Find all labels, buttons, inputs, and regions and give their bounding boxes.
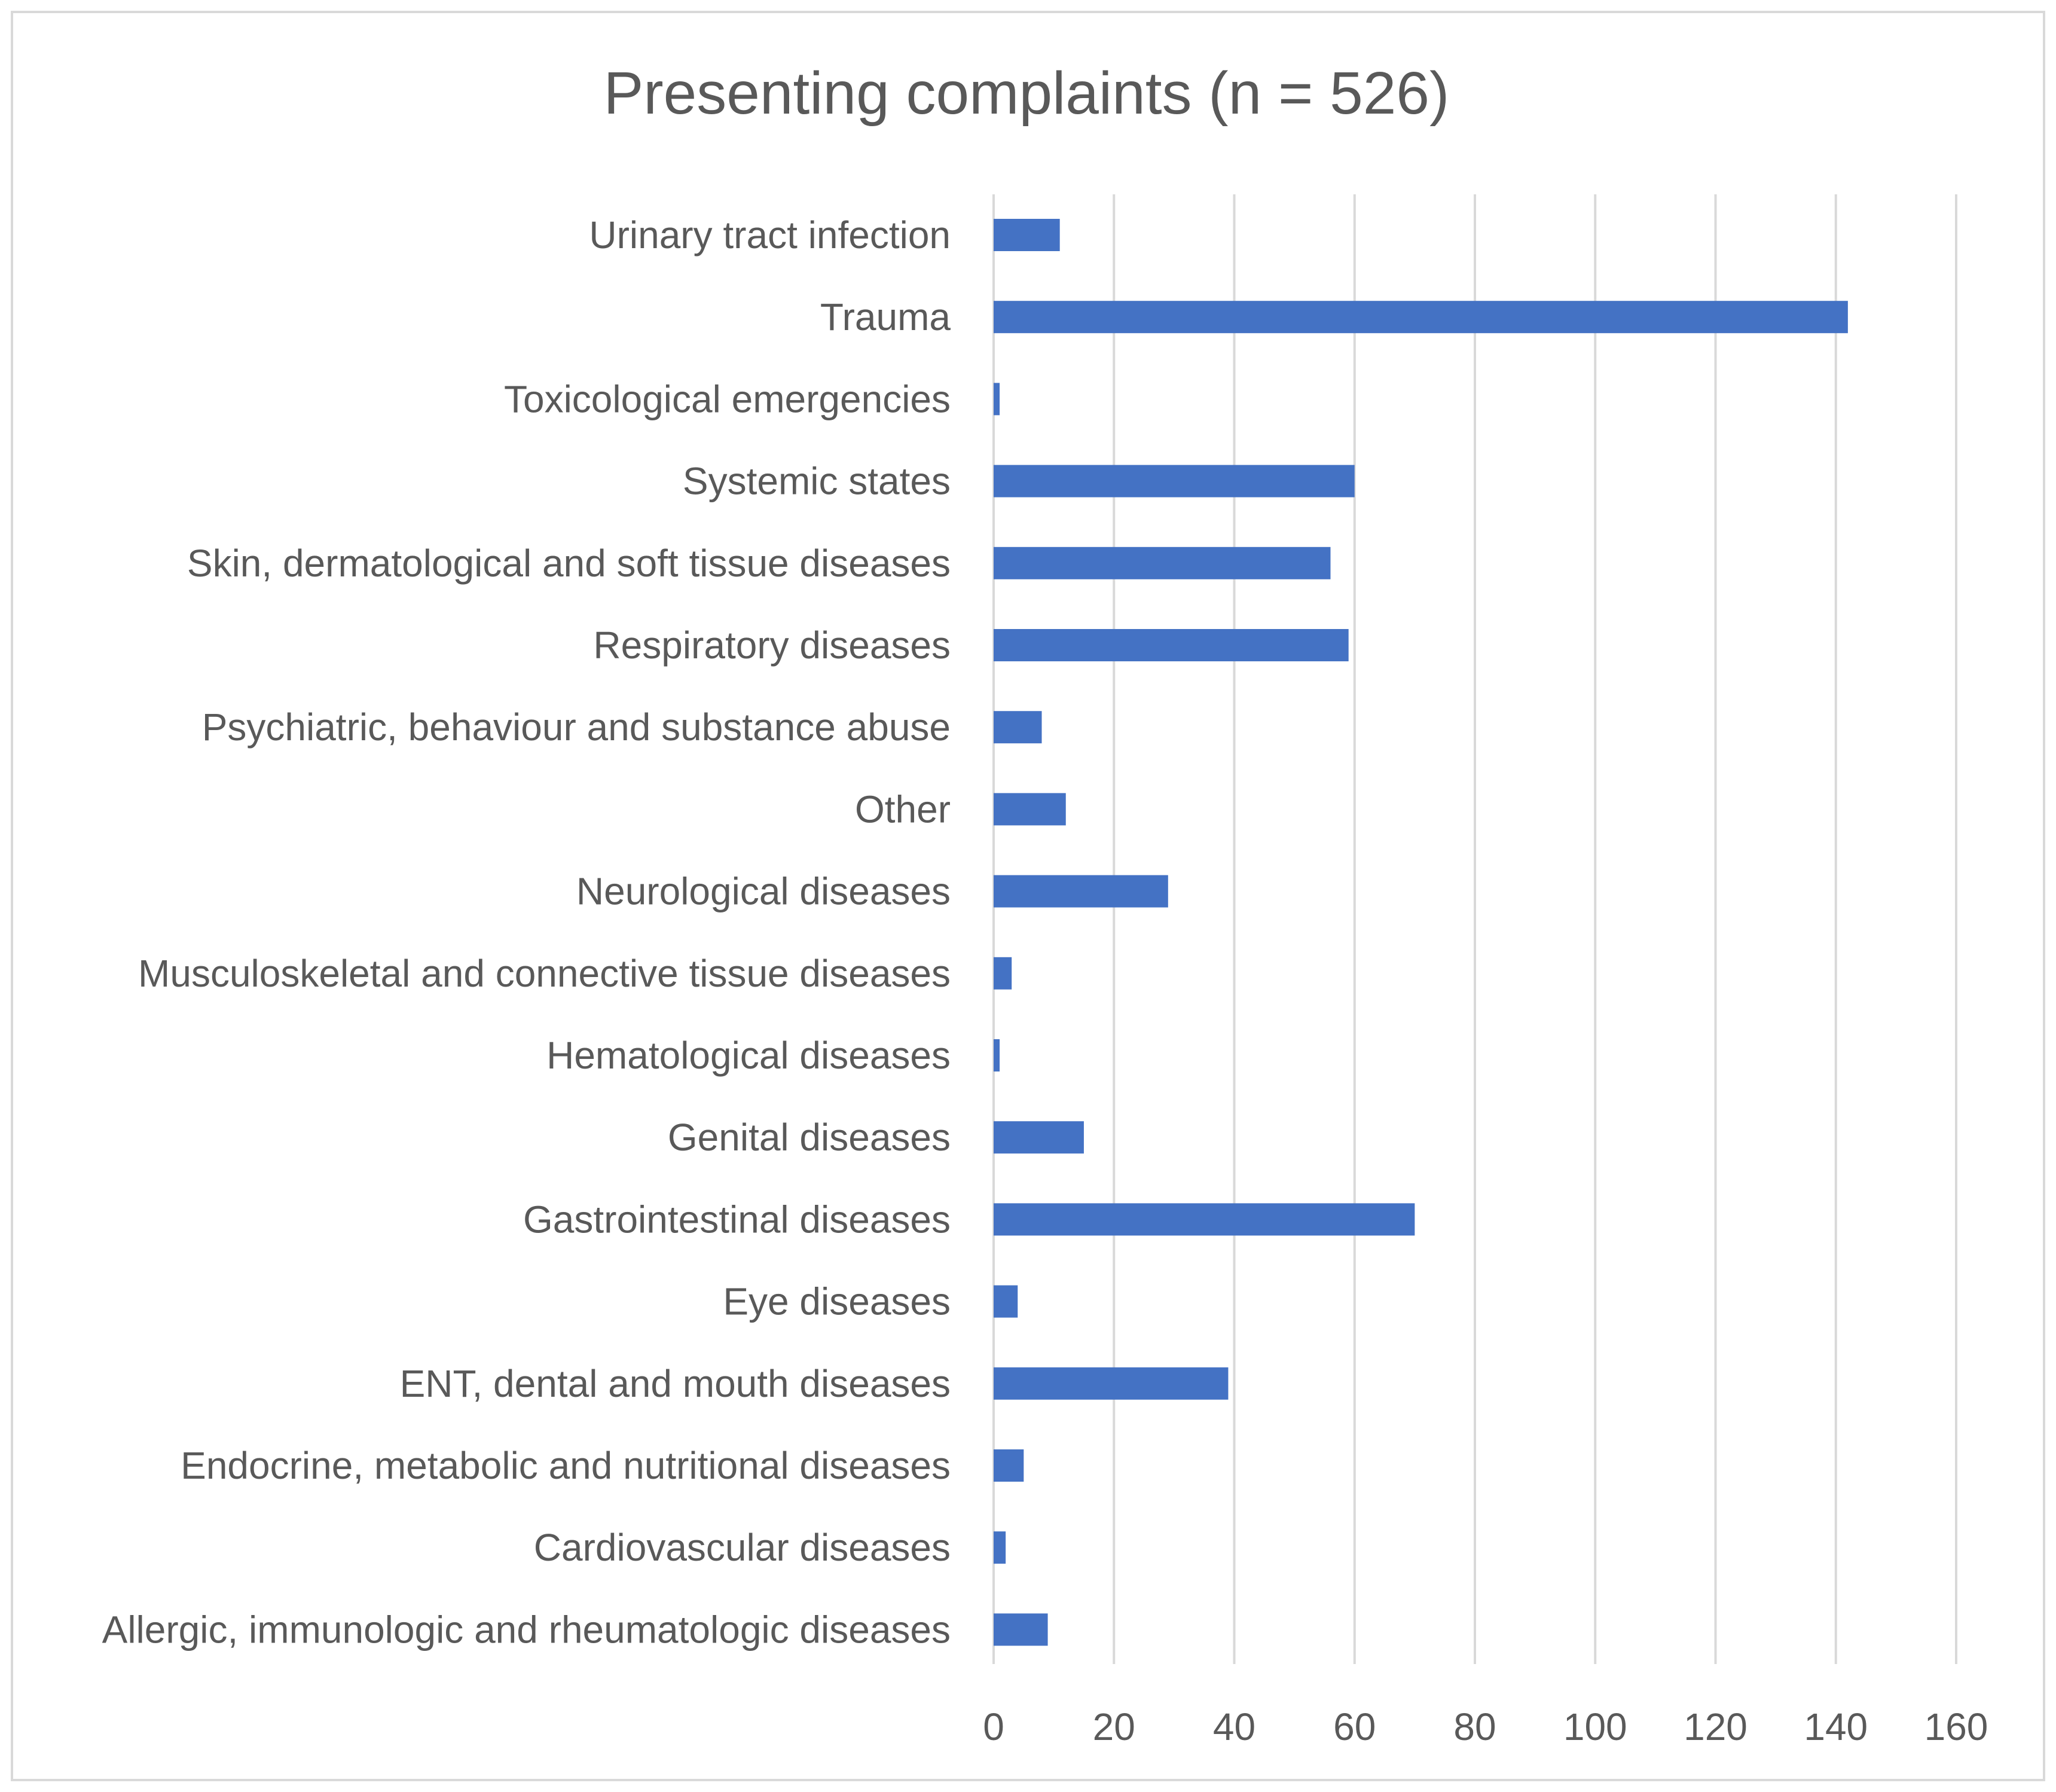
category-label: Skin, dermatological and soft tissue dis… bbox=[187, 542, 951, 585]
gridlines bbox=[992, 194, 1957, 1664]
category-label: Musculoskeletal and connective tissue di… bbox=[138, 952, 951, 995]
bars bbox=[994, 219, 1848, 1646]
category-label: Hematological diseases bbox=[546, 1034, 951, 1077]
bar bbox=[994, 793, 1066, 826]
category-label: Genital diseases bbox=[668, 1116, 951, 1159]
x-tick-label: 20 bbox=[1093, 1705, 1135, 1748]
bar bbox=[994, 465, 1355, 497]
bar bbox=[994, 1613, 1048, 1646]
category-label: Eye diseases bbox=[723, 1280, 951, 1323]
x-tick-label: 120 bbox=[1684, 1705, 1748, 1748]
category-label: Trauma bbox=[820, 295, 951, 338]
category-label: Cardiovascular diseases bbox=[534, 1526, 951, 1569]
bar bbox=[994, 1367, 1229, 1400]
bar bbox=[994, 219, 1060, 251]
category-label: Endocrine, metabolic and nutritional dis… bbox=[181, 1444, 951, 1487]
bar bbox=[994, 383, 1000, 416]
bar bbox=[994, 1039, 1000, 1071]
bar bbox=[994, 1285, 1018, 1318]
bar bbox=[994, 547, 1331, 579]
x-tick-label: 60 bbox=[1333, 1705, 1376, 1748]
category-label: Neurological diseases bbox=[576, 870, 951, 913]
category-label: ENT, dental and mouth diseases bbox=[400, 1362, 951, 1405]
x-axis-tick-labels: 0 20 40 60 80 100 120 140 160 bbox=[983, 1705, 1988, 1748]
bar bbox=[994, 1203, 1415, 1236]
category-labels: Urinary tract infection Trauma Toxicologic… bbox=[102, 213, 951, 1651]
category-label: Other bbox=[855, 787, 951, 831]
bar bbox=[994, 629, 1349, 661]
bar bbox=[994, 1449, 1024, 1482]
bar bbox=[994, 1531, 1006, 1564]
bar bbox=[994, 301, 1848, 334]
x-tick-label: 0 bbox=[983, 1705, 1004, 1748]
x-tick-label: 160 bbox=[1924, 1705, 1988, 1748]
category-label: Respiratory diseases bbox=[593, 624, 951, 667]
x-tick-label: 140 bbox=[1804, 1705, 1868, 1748]
category-label: Allergic, immunologic and rheumatologic … bbox=[102, 1608, 951, 1651]
x-tick-label: 100 bbox=[1563, 1705, 1627, 1748]
x-tick-label: 80 bbox=[1453, 1705, 1496, 1748]
category-label: Toxicological emergencies bbox=[504, 377, 951, 420]
category-label: Gastrointestinal diseases bbox=[523, 1198, 951, 1241]
category-label: Urinary tract infection bbox=[589, 213, 951, 257]
x-tick-label: 40 bbox=[1213, 1705, 1255, 1748]
bar bbox=[994, 957, 1012, 990]
category-label: Systemic states bbox=[683, 460, 951, 503]
chart-title: Presenting complaints (n = 526) bbox=[604, 60, 1450, 127]
bar bbox=[994, 711, 1042, 744]
bar bbox=[994, 875, 1168, 908]
category-label: Psychiatric, behaviour and substance abu… bbox=[202, 706, 951, 749]
bar bbox=[994, 1121, 1084, 1154]
